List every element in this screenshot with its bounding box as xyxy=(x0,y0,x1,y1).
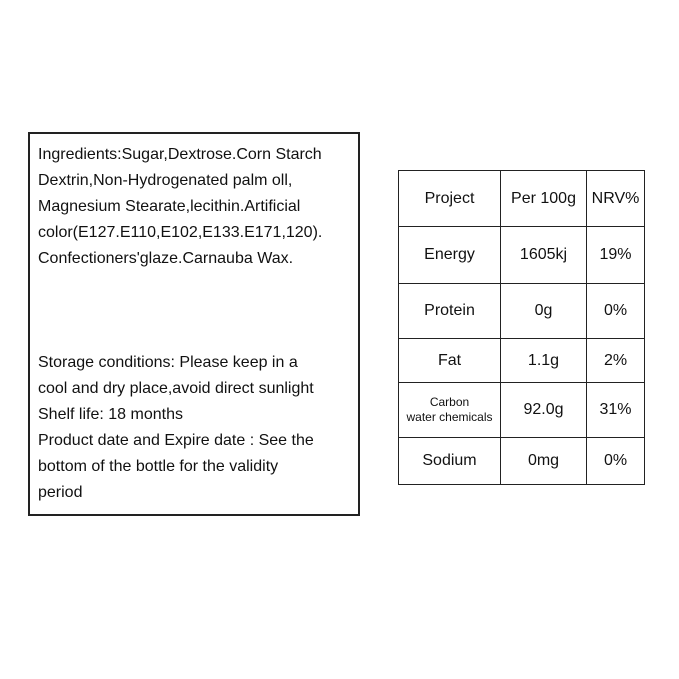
item-cell: Carbon water chemicals xyxy=(398,382,501,438)
table-row: Sodium 0mg 0% xyxy=(398,437,645,485)
value-cell: 0mg xyxy=(500,437,587,485)
item-cell: Energy xyxy=(398,226,501,284)
text-line: color(E127.E110,E102,E133.E171,120). xyxy=(38,224,323,241)
text-line: Storage conditions: Please keep in a xyxy=(38,354,298,371)
value-cell: 1605kj xyxy=(500,226,587,284)
text-line: Product date and Expire date : See the xyxy=(38,432,314,449)
nrv-cell: 31% xyxy=(586,382,645,438)
text-line: Ingredients:Sugar,Dextrose.Corn Starch xyxy=(38,146,322,163)
ingredients-storage-box: Ingredients:Sugar,Dextrose.Corn Starch D… xyxy=(28,132,360,516)
text-line: Shelf life: 18 months xyxy=(38,406,183,423)
value-cell: 1.1g xyxy=(500,338,587,383)
text-line: cool and dry place,avoid direct sunlight xyxy=(38,380,314,397)
nutrition-table: Project Per 100g NRV% Energy 1605kj 19% … xyxy=(398,170,645,485)
text-line: Confectioners'glaze.Carnauba Wax. xyxy=(38,250,294,267)
header-cell: NRV% xyxy=(586,170,645,227)
value-cell: 92.0g xyxy=(500,382,587,438)
text-line: Dextrin,Non-Hydrogenated palm oll, xyxy=(38,172,293,189)
text-line: bottom of the bottle for the validity xyxy=(38,458,279,475)
item-cell: Sodium xyxy=(398,437,501,485)
value-cell: 0g xyxy=(500,283,587,339)
nrv-cell: 0% xyxy=(586,283,645,339)
table-header-row: Project Per 100g NRV% xyxy=(398,170,645,227)
item-cell: Protein xyxy=(398,283,501,339)
table-row: Fat 1.1g 2% xyxy=(398,338,645,383)
nrv-cell: 0% xyxy=(586,437,645,485)
item-cell: Fat xyxy=(398,338,501,383)
item-line: water chemicals xyxy=(406,410,493,424)
text-line: Magnesium Stearate,lecithin.Artificial xyxy=(38,198,301,215)
nrv-cell: 2% xyxy=(586,338,645,383)
item-line: Carbon xyxy=(429,395,470,409)
header-cell: Per 100g xyxy=(500,170,587,227)
text-line: period xyxy=(38,484,83,501)
table-row: Energy 1605kj 19% xyxy=(398,226,645,284)
table-row: Protein 0g 0% xyxy=(398,283,645,339)
table-row: Carbon water chemicals 92.0g 31% xyxy=(398,382,645,438)
storage-text: Storage conditions: Please keep in a coo… xyxy=(38,350,314,506)
header-cell: Project xyxy=(398,170,501,227)
ingredients-text: Ingredients:Sugar,Dextrose.Corn Starch D… xyxy=(38,142,322,272)
nrv-cell: 19% xyxy=(586,226,645,284)
